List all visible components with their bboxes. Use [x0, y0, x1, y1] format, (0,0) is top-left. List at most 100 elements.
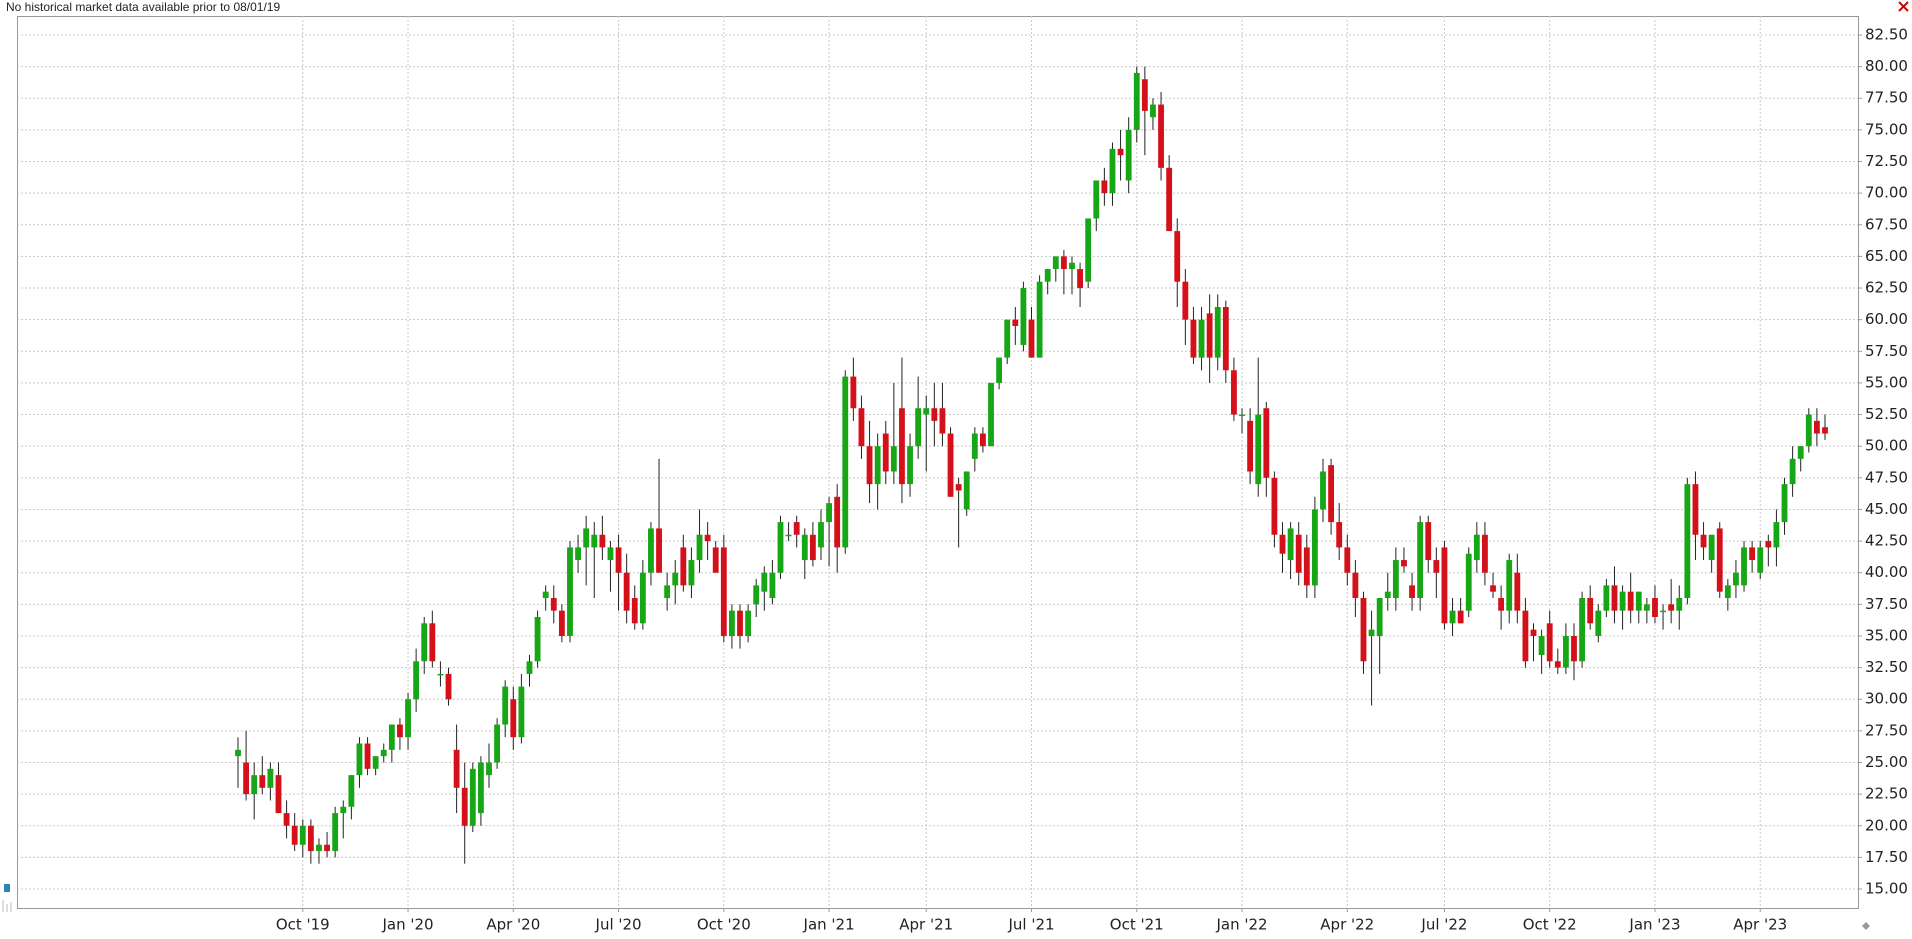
close-icon[interactable]: [1898, 1, 1909, 12]
candle-body: [688, 560, 695, 586]
candle-body: [583, 528, 590, 548]
candle-body: [712, 547, 719, 573]
candle-body: [1247, 420, 1254, 472]
candle-body: [494, 724, 501, 763]
y-tick-label: 47.50: [1865, 468, 1908, 486]
candle-body: [1174, 231, 1181, 282]
candle-body: [1465, 553, 1472, 611]
candle-body: [971, 433, 978, 459]
candle-body: [1562, 635, 1569, 668]
candle-body: [316, 844, 322, 852]
candle-body: [1109, 148, 1116, 194]
candle-body: [607, 547, 614, 561]
candle-body: [826, 503, 832, 523]
y-tick-label: 15.00: [1865, 880, 1908, 898]
candle-body: [275, 775, 282, 814]
x-tick-label: Apr '23: [1733, 916, 1787, 934]
candle-body: [324, 844, 330, 852]
y-tick-label: 35.00: [1865, 626, 1908, 644]
candle-body: [1797, 446, 1804, 459]
scroll-icon[interactable]: [1862, 922, 1870, 930]
candle-body: [664, 585, 671, 599]
candle-body: [842, 376, 849, 548]
y-tick-label: 80.00: [1865, 57, 1908, 75]
candle-body: [1716, 528, 1723, 592]
candle-body: [1077, 269, 1083, 289]
candle-body: [1619, 591, 1626, 611]
y-tick-label: 67.50: [1865, 215, 1908, 233]
candle-body: [388, 724, 395, 750]
candle-body: [801, 534, 808, 561]
x-tick-label: Apr '20: [486, 916, 540, 934]
candle-body: [1069, 262, 1075, 270]
candle-body: [1749, 547, 1756, 561]
x-tick-label: Oct '20: [697, 916, 751, 934]
candle-body: [1052, 256, 1059, 270]
y-tick-label: 40.00: [1865, 563, 1908, 581]
candle-body: [251, 775, 258, 795]
candle-body: [1214, 307, 1221, 358]
candle-body: [1425, 522, 1432, 561]
candle-body: [437, 673, 444, 676]
candle-body: [558, 610, 565, 636]
candle-body: [915, 408, 922, 447]
candle-body: [1133, 72, 1140, 130]
candle-body: [996, 357, 1003, 383]
candle-body: [307, 825, 314, 852]
candle-body: [1320, 471, 1326, 510]
tool-icon[interactable]: [4, 884, 10, 892]
x-tick-label: Oct '21: [1110, 916, 1164, 934]
candle-body: [1271, 477, 1278, 535]
x-tick-label: Jan '21: [803, 916, 855, 934]
y-tick-label: 42.50: [1865, 532, 1908, 550]
plot-frame: [17, 16, 1859, 909]
candle-body: [1036, 281, 1043, 358]
grid: [17, 16, 1858, 908]
x-tick-label: Jul '21: [1007, 916, 1054, 934]
candle-body: [1328, 465, 1335, 523]
candle-body: [850, 376, 857, 409]
candle-body: [931, 408, 938, 421]
candle-body: [1741, 547, 1747, 586]
candle-body: [1231, 370, 1237, 415]
x-tick-label: Jan '22: [1215, 916, 1267, 934]
candle-body: [1635, 591, 1642, 611]
candle-body: [259, 775, 266, 788]
candle-body: [1813, 420, 1820, 434]
candle-body: [526, 661, 533, 674]
candle-body: [291, 825, 298, 845]
candle-body: [1376, 598, 1383, 636]
y-tick-label: 30.00: [1865, 690, 1908, 708]
candle-body: [874, 446, 881, 485]
candle-body: [1757, 547, 1764, 573]
candle-body: [421, 623, 428, 662]
candle-body: [453, 749, 460, 788]
candle-body: [1652, 598, 1658, 617]
candle-body: [1141, 79, 1148, 111]
candle-body: [1708, 534, 1715, 561]
candle-body: [955, 484, 962, 491]
candle-body: [445, 673, 452, 700]
x-tick-label: Jul '22: [1420, 916, 1467, 934]
candle-body: [1004, 319, 1011, 358]
candle-body: [1789, 458, 1796, 485]
candle-body: [1198, 319, 1205, 358]
candle-body: [720, 547, 727, 636]
candle-body: [785, 534, 792, 537]
candle-body: [1822, 427, 1828, 434]
candle-body: [858, 408, 865, 447]
candle-body: [469, 768, 476, 826]
candle-body: [1093, 180, 1100, 219]
y-tick-label: 62.50: [1865, 279, 1908, 297]
candle-body: [356, 743, 363, 776]
y-tick-label: 75.00: [1865, 120, 1908, 138]
candle-body: [1692, 484, 1699, 535]
candle-body: [899, 408, 905, 485]
candle-body: [1449, 610, 1456, 624]
candle-body: [1490, 585, 1496, 592]
candle-body: [1287, 528, 1294, 561]
note: No historical market data available prio…: [6, 0, 280, 14]
close-button[interactable]: [1898, 1, 1909, 12]
candle-body: [429, 623, 436, 662]
